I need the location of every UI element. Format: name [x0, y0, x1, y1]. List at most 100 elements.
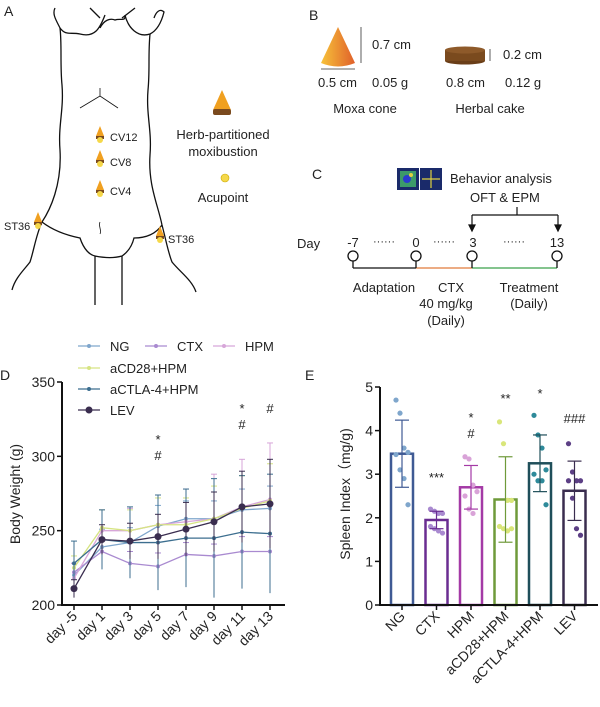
- e-significance-mark: *: [468, 410, 473, 425]
- e-y-tick-label: 4: [365, 423, 373, 439]
- day-0: 0: [412, 235, 419, 250]
- dots-3: ······: [503, 236, 525, 248]
- e-data-point: [393, 397, 399, 403]
- e-significance-mark: ###: [564, 411, 586, 426]
- e-data-point: [543, 467, 549, 473]
- e-data-point: [504, 497, 511, 503]
- e-data-point: [393, 451, 399, 458]
- panel-label-b: B: [309, 7, 318, 23]
- d-series-line: [73, 503, 271, 589]
- d-data-point: [238, 503, 246, 511]
- e-data-point: [569, 469, 576, 475]
- d-legend-label: CTX: [177, 339, 203, 354]
- d-x-tick-label: day 3: [101, 608, 137, 644]
- panel-label-e: E: [305, 367, 314, 383]
- d-y-tick-label: 350: [32, 374, 56, 390]
- panel-label-d: D: [0, 367, 10, 383]
- phase-treatment: Treatment: [500, 280, 559, 295]
- d-legend-marker: [154, 344, 158, 348]
- d-data-point: [154, 533, 162, 541]
- e-data-point: [405, 449, 411, 455]
- e-data-point: [397, 410, 403, 416]
- d-significance-mark: *: [155, 432, 160, 447]
- phase-treatment-daily: (Daily): [510, 296, 548, 311]
- elevated-plus-maze-icon: [420, 168, 442, 190]
- e-data-point: [543, 502, 549, 508]
- d-data-point: [98, 536, 106, 544]
- e-data-point: [539, 445, 545, 451]
- phase-ctx-dose: 40 mg/kg: [419, 296, 472, 311]
- d-legend-label: HPM: [245, 339, 274, 354]
- day-label: Day: [297, 236, 321, 251]
- day-3: 3: [469, 235, 476, 250]
- e-data-point: [470, 510, 476, 517]
- cake-weight: 0.12 g: [505, 75, 541, 90]
- d-significance-mark: #: [154, 448, 162, 463]
- phase-ctx: CTX: [438, 280, 464, 295]
- timeline: [347, 250, 563, 269]
- e-data-point: [500, 441, 507, 447]
- d-significance-mark: #: [238, 417, 246, 432]
- d-legend-label: NG: [110, 339, 130, 354]
- behavior-heatmap-icon: [397, 168, 419, 190]
- d-legend-label: aCD28+HPM: [110, 361, 187, 376]
- herbal-cake-icon: [445, 46, 491, 65]
- e-data-point: [577, 478, 584, 484]
- e-data-point: [535, 478, 541, 484]
- d-significance-mark: #: [266, 401, 274, 416]
- d-series-line: [73, 507, 271, 576]
- e-data-point: [577, 532, 584, 538]
- e-data-point: [435, 528, 442, 534]
- e-data-point: [565, 478, 572, 484]
- acupoint-markers: [34, 126, 164, 243]
- d-x-tick-label: day -5: [41, 608, 80, 647]
- behavior-arrow-bracket: [468, 207, 562, 233]
- acupoint-label-st36-left: ST36: [4, 221, 30, 233]
- panel-label-c: C: [312, 166, 322, 182]
- e-y-tick-label: 1: [365, 553, 373, 569]
- e-x-tick-label: CTX: [412, 607, 444, 639]
- behavior-line2: OFT & EPM: [470, 190, 540, 205]
- e-data-point: [573, 526, 580, 532]
- day-13: 13: [550, 235, 564, 250]
- moxa-cone-icon: [321, 27, 362, 70]
- e-y-tick-label: 0: [365, 597, 373, 613]
- phase-ctx-daily: (Daily): [427, 313, 465, 328]
- legend-acupoint: Acupoint: [198, 190, 249, 205]
- panel-label-a: A: [4, 3, 14, 19]
- d-legend-marker: [222, 344, 226, 348]
- moxa-cone-marker: [96, 180, 104, 190]
- d-legend-marker: [87, 344, 91, 348]
- acupoint-dot: [97, 137, 103, 143]
- e-significance-mark: #: [467, 426, 475, 441]
- d-axes: [61, 382, 285, 606]
- acupoint-dot: [157, 237, 163, 243]
- moxa-legend-icon: [213, 90, 231, 115]
- day-minus7: -7: [347, 235, 359, 250]
- moxa-cone-marker: [96, 126, 104, 136]
- e-data-point: [508, 526, 515, 532]
- d-data-point: [126, 537, 134, 545]
- cone-height: 0.7 cm: [372, 37, 411, 52]
- phase-adaptation: Adaptation: [353, 280, 415, 295]
- d-data-point: [182, 525, 190, 533]
- cone-name: Moxa cone: [333, 101, 397, 116]
- acupoint-dot: [97, 191, 103, 197]
- moxa-cone-marker: [34, 212, 42, 222]
- d-data-point: [72, 561, 76, 566]
- e-data-point: [569, 495, 576, 501]
- e-data-point: [496, 523, 503, 530]
- d-data-point: [210, 518, 218, 526]
- d-y-tick-label: 200: [32, 597, 56, 613]
- legend-moxa-line1: Herb-partitioned: [176, 127, 269, 142]
- cake-diameter: 0.8 cm: [446, 75, 485, 90]
- cake-height: 0.2 cm: [503, 47, 542, 62]
- e-data-point: [508, 497, 515, 503]
- cone-diameter: 0.5 cm: [318, 75, 357, 90]
- e-data-point: [439, 510, 446, 517]
- d-legend-label: LEV: [110, 403, 135, 418]
- e-data-point: [405, 502, 411, 508]
- d-data-point: [70, 585, 78, 593]
- moxa-cone-marker: [96, 150, 104, 160]
